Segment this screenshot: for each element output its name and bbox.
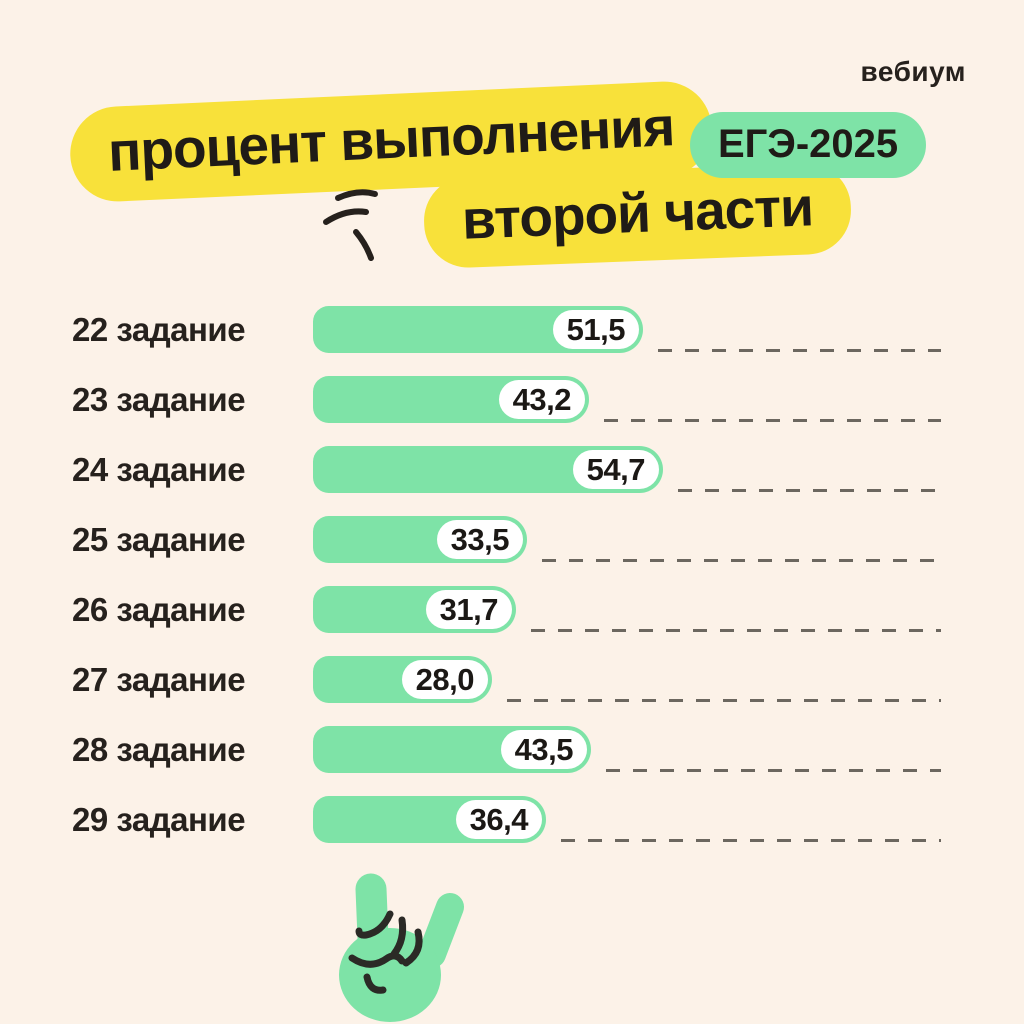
bar-chart: 22 задание 51,5 23 задание 43,2 24 задание 54… (72, 306, 941, 866)
chart-row: 26 задание 31,7 (72, 586, 941, 633)
value-pill: 54,7 (572, 450, 659, 489)
bar: 43,2 (313, 376, 589, 423)
bar-track: 43,2 (313, 376, 941, 423)
bar-track: 36,4 (313, 796, 941, 843)
dashed-gridline (658, 349, 941, 352)
dashed-gridline (542, 559, 941, 562)
bar-track: 51,5 (313, 306, 941, 353)
bar-track: 33,5 (313, 516, 941, 563)
bar: 36,4 (313, 796, 546, 843)
bar-track: 31,7 (313, 586, 941, 633)
row-label: 28 задание (72, 730, 246, 768)
chart-row: 23 задание 43,2 (72, 376, 941, 423)
row-label: 25 задание (72, 520, 246, 558)
page-title-line-1: процент выполнения (106, 95, 676, 183)
bar-track: 43,5 (313, 726, 941, 773)
bar-track: 28,0 (313, 656, 941, 703)
bar: 51,5 (313, 306, 643, 353)
brand-logo: вебиум (860, 56, 966, 87)
chart-row: 27 задание 28,0 (72, 656, 941, 703)
bar-track: 54,7 (313, 446, 941, 493)
chart-row: 25 задание 33,5 (72, 516, 941, 563)
chart-row: 24 задание 54,7 (72, 446, 941, 493)
row-label: 24 задание (72, 450, 246, 488)
dashed-gridline (561, 839, 941, 842)
row-label: 23 задание (72, 380, 246, 418)
row-label: 27 задание (72, 660, 246, 698)
page-title-line-2: второй части (460, 175, 815, 251)
dashed-gridline (606, 769, 941, 772)
rock-hand-icon (339, 873, 464, 1022)
chart-row: 28 задание 43,5 (72, 726, 941, 773)
bar: 54,7 (313, 446, 663, 493)
badge-label: ЕГЭ-2025 (718, 122, 899, 166)
bar: 43,5 (313, 726, 591, 773)
bar: 33,5 (313, 516, 527, 563)
row-label: 26 задание (72, 590, 246, 628)
value-pill: 31,7 (425, 590, 512, 629)
bar: 28,0 (313, 656, 492, 703)
value-pill: 28,0 (401, 660, 488, 699)
chart-row: 29 задание 36,4 (72, 796, 941, 843)
value-pill: 51,5 (552, 310, 639, 349)
row-label: 22 задание (72, 310, 246, 348)
row-label: 29 задание (72, 800, 246, 838)
value-pill: 33,5 (436, 520, 523, 559)
value-pill: 43,2 (498, 380, 585, 419)
dashed-gridline (678, 489, 941, 492)
dashed-gridline (604, 419, 941, 422)
value-pill: 36,4 (455, 800, 542, 839)
dashed-gridline (507, 699, 941, 702)
bar: 31,7 (313, 586, 516, 633)
value-pill: 43,5 (500, 730, 587, 769)
dashed-gridline (531, 629, 941, 632)
chart-row: 22 задание 51,5 (72, 306, 941, 353)
ege-2025-badge: ЕГЭ-2025 (690, 112, 927, 178)
emphasis-strokes-icon (323, 189, 378, 261)
